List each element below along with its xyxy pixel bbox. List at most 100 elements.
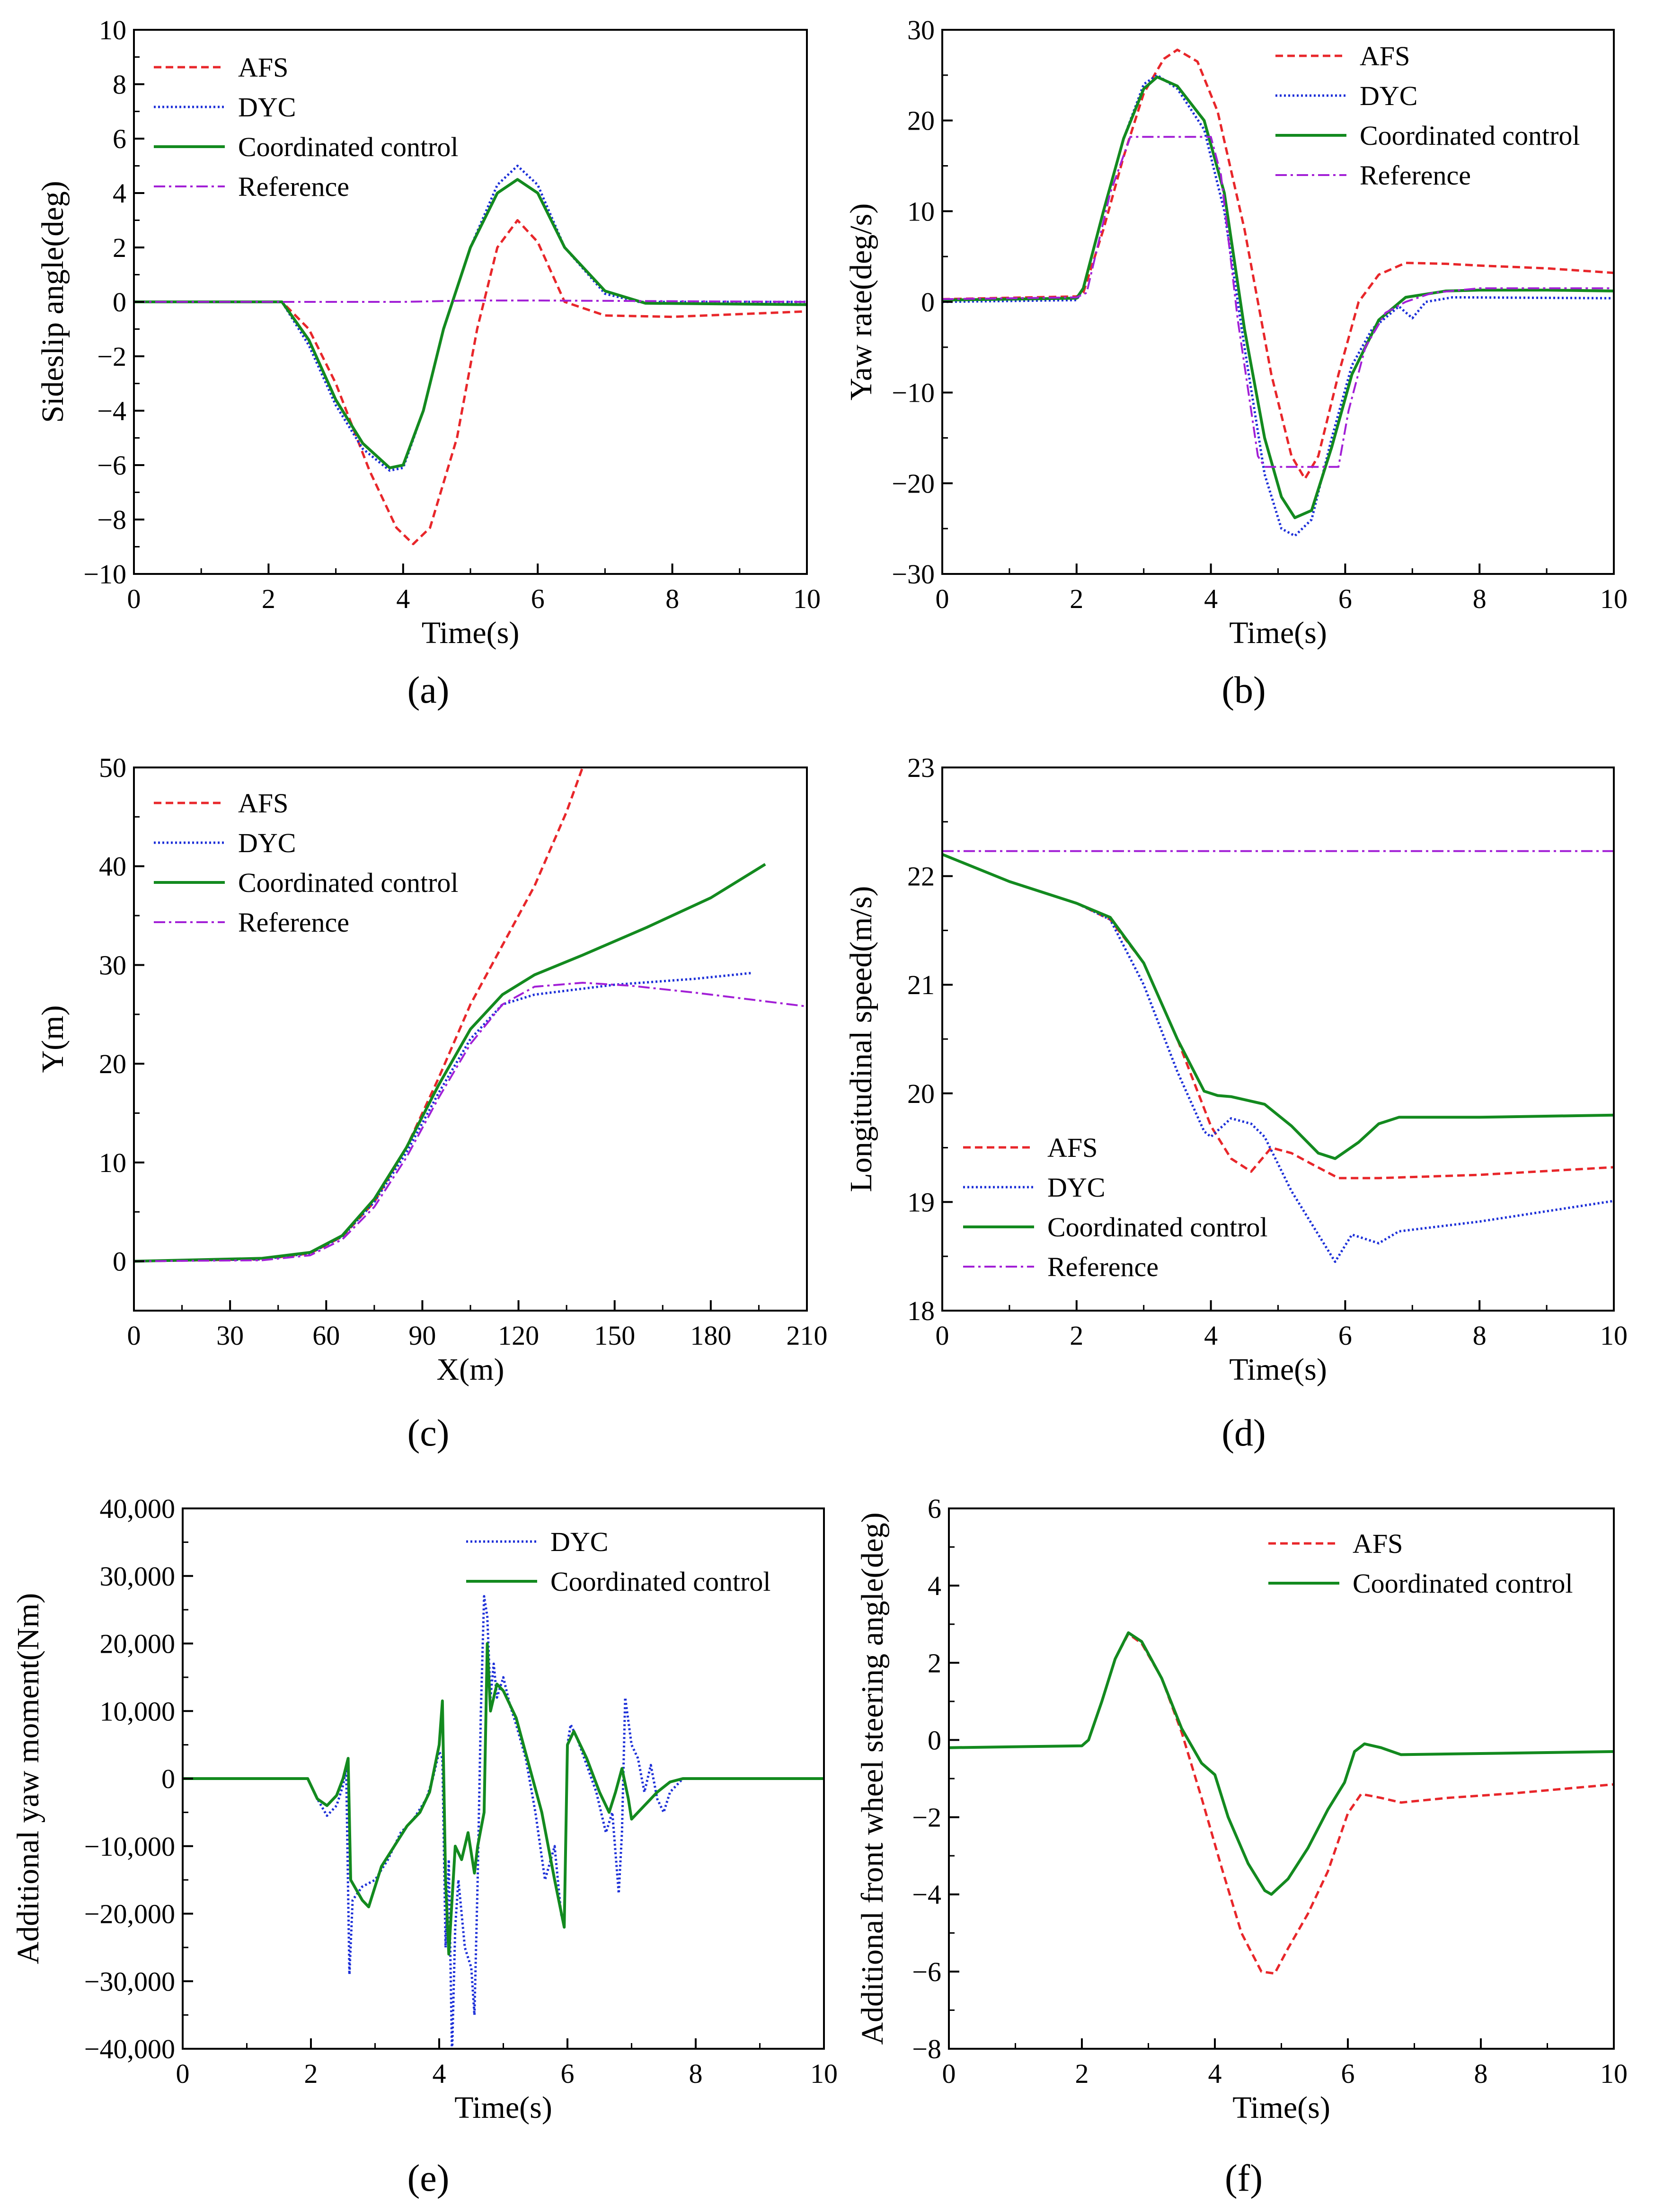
y-tick-label-e: 10,000	[100, 1696, 176, 1727]
series-afs-f	[949, 1632, 1614, 1975]
x-tick-label-c: 210	[787, 1320, 828, 1351]
y-tick-label-c: 30	[99, 950, 126, 980]
series-dyc-c	[134, 971, 753, 1263]
x-axis-label-f: Time(s)	[1232, 2090, 1330, 2125]
x-tick-label-e: 2	[304, 2058, 318, 2089]
y-tick-label-d: 20	[907, 1078, 935, 1109]
x-tick-label-a: 0	[127, 583, 141, 614]
x-tick-label-f: 2	[1075, 2058, 1089, 2089]
y-tick-label-f: −2	[912, 1802, 941, 1833]
x-tick-label-c: 30	[216, 1320, 244, 1351]
y-tick-label-a: −10	[83, 559, 126, 590]
y-tick-label-a: 6	[113, 123, 126, 154]
legend-label-coordinated-control: Coordinated control	[1047, 1212, 1268, 1243]
series-afs-a	[134, 219, 807, 546]
y-tick-label-f: 4	[928, 1570, 941, 1601]
x-tick-label-f: 4	[1208, 2058, 1222, 2089]
legend-c: AFS DYC Coordinated control Reference	[154, 788, 459, 938]
series-dyc-a	[134, 165, 807, 472]
y-tick-label-e: −30,000	[84, 1966, 175, 1997]
y-tick-label-f: −6	[912, 1956, 941, 1987]
y-tick-label-e: 30,000	[100, 1561, 176, 1592]
y-axis-label-f: Additional front wheel steering angle(de…	[855, 1512, 890, 2045]
x-axis-label-c: X(m)	[437, 1352, 504, 1387]
y-tick-label-a: −8	[97, 504, 126, 535]
panel-a: 0 2 4 6 8 10 −10 −8 −6 −4 −2 0 2 4 6 8 10 Time(s) Sideslip…	[35, 15, 821, 711]
y-tick-label-c: 50	[99, 752, 126, 783]
x-tick-label-e: 6	[561, 2058, 575, 2089]
x-tick-label-f: 8	[1474, 2058, 1488, 2089]
series-coordinated-control-a	[134, 178, 807, 469]
legend-label-afs: AFS	[1353, 1528, 1403, 1559]
y-tick-label-e: −20,000	[84, 1899, 175, 1930]
y-tick-label-d: 19	[907, 1187, 935, 1217]
series-reference-a	[134, 300, 807, 303]
x-tick-label-a: 8	[665, 583, 679, 614]
x-tick-label-e: 0	[176, 2058, 190, 2089]
x-axis-label-b: Time(s)	[1229, 616, 1327, 650]
legend-label-afs: AFS	[238, 788, 288, 819]
plot-frame-b	[941, 29, 1615, 575]
y-tick-label-b: 30	[907, 15, 935, 45]
legend-label-reference: Reference	[238, 907, 349, 938]
y-tick-label-f: −8	[912, 2034, 941, 2064]
legend-label-dyc: DYC	[1360, 80, 1417, 111]
panel-label-f: (f)	[1225, 2158, 1263, 2199]
x-tick-label-b: 6	[1338, 583, 1352, 614]
panel-c: 0 30 60 90 120 150 180 210 0 10 20 30 40 50 X(m) Y(m) AF…	[35, 752, 828, 1454]
x-tick-label-c: 90	[408, 1320, 436, 1351]
y-axis-label-e: Additional yaw moment(Nm)	[11, 1593, 45, 1965]
panel-b: 0 2 4 6 8 10 −30 −20 −10 0 10 20 30 Time(s) Yaw rate(d…	[844, 15, 1628, 711]
legend-label-reference: Reference	[1047, 1251, 1159, 1282]
legend-label-dyc: DYC	[238, 92, 296, 123]
legend-label-dyc: DYC	[238, 828, 296, 858]
legend-label-reference: Reference	[238, 171, 349, 202]
x-tick-label-d: 4	[1204, 1320, 1218, 1351]
legend-label-dyc: DYC	[550, 1526, 608, 1557]
y-tick-label-c: 20	[99, 1049, 126, 1079]
y-tick-label-a: 10	[99, 15, 126, 45]
x-tick-label-c: 60	[312, 1320, 340, 1351]
y-tick-label-e: 20,000	[100, 1629, 176, 1659]
series-coordinated-control-d	[942, 853, 1614, 1160]
x-tick-label-b: 10	[1600, 583, 1628, 614]
y-tick-label-a: 2	[113, 232, 126, 263]
legend-label-coordinated-control: Coordinated control	[550, 1566, 771, 1597]
x-tick-label-e: 8	[689, 2058, 703, 2089]
panel-label-a: (a)	[407, 670, 450, 711]
legend-label-coordinated-control: Coordinated control	[1360, 120, 1580, 151]
y-tick-label-c: 40	[99, 851, 126, 882]
y-tick-label-e: 40,000	[100, 1493, 176, 1524]
y-tick-label-a: 0	[113, 287, 126, 317]
panel-label-d: (d)	[1221, 1412, 1266, 1454]
panel-label-e: (e)	[407, 2158, 450, 2199]
legend-label-afs: AFS	[1360, 41, 1410, 71]
panel-f: 0 2 4 6 8 10 −8 −6 −4 −2 0 2 4 6 Time(s) Additional fro…	[855, 1493, 1628, 2199]
y-tick-label-e: −10,000	[84, 1831, 175, 1862]
legend-f: AFS Coordinated control	[1268, 1528, 1573, 1599]
x-tick-label-d: 6	[1338, 1320, 1352, 1351]
y-tick-label-a: −4	[97, 396, 126, 426]
x-tick-label-f: 6	[1341, 2058, 1355, 2089]
y-tick-label-f: 0	[928, 1725, 941, 1755]
x-tick-label-a: 2	[262, 583, 275, 614]
x-tick-label-c: 180	[690, 1320, 731, 1351]
series-afs-d	[942, 853, 1614, 1180]
series-dyc-e	[183, 1595, 824, 2049]
y-axis-label-c: Y(m)	[35, 1005, 70, 1073]
y-axis-label-a: Sideslip angle(deg)	[35, 181, 70, 423]
y-tick-label-e: 0	[161, 1763, 175, 1794]
x-tick-label-c: 150	[594, 1320, 635, 1351]
x-tick-label-c: 0	[127, 1320, 141, 1351]
legend-a: AFS DYC Coordinated control Reference	[154, 52, 459, 202]
legend-label-coordinated-control: Coordinated control	[238, 132, 459, 162]
y-tick-label-b: 0	[921, 287, 935, 317]
y-tick-label-a: 8	[113, 69, 126, 100]
x-axis-label-d: Time(s)	[1229, 1352, 1327, 1387]
legend-label-coordinated-control: Coordinated control	[238, 867, 459, 898]
x-tick-label-d: 0	[936, 1320, 949, 1351]
legend-e: DYC Coordinated control	[466, 1526, 771, 1597]
x-axis-label-a: Time(s)	[422, 616, 520, 650]
series-dyc-d	[942, 853, 1614, 1263]
